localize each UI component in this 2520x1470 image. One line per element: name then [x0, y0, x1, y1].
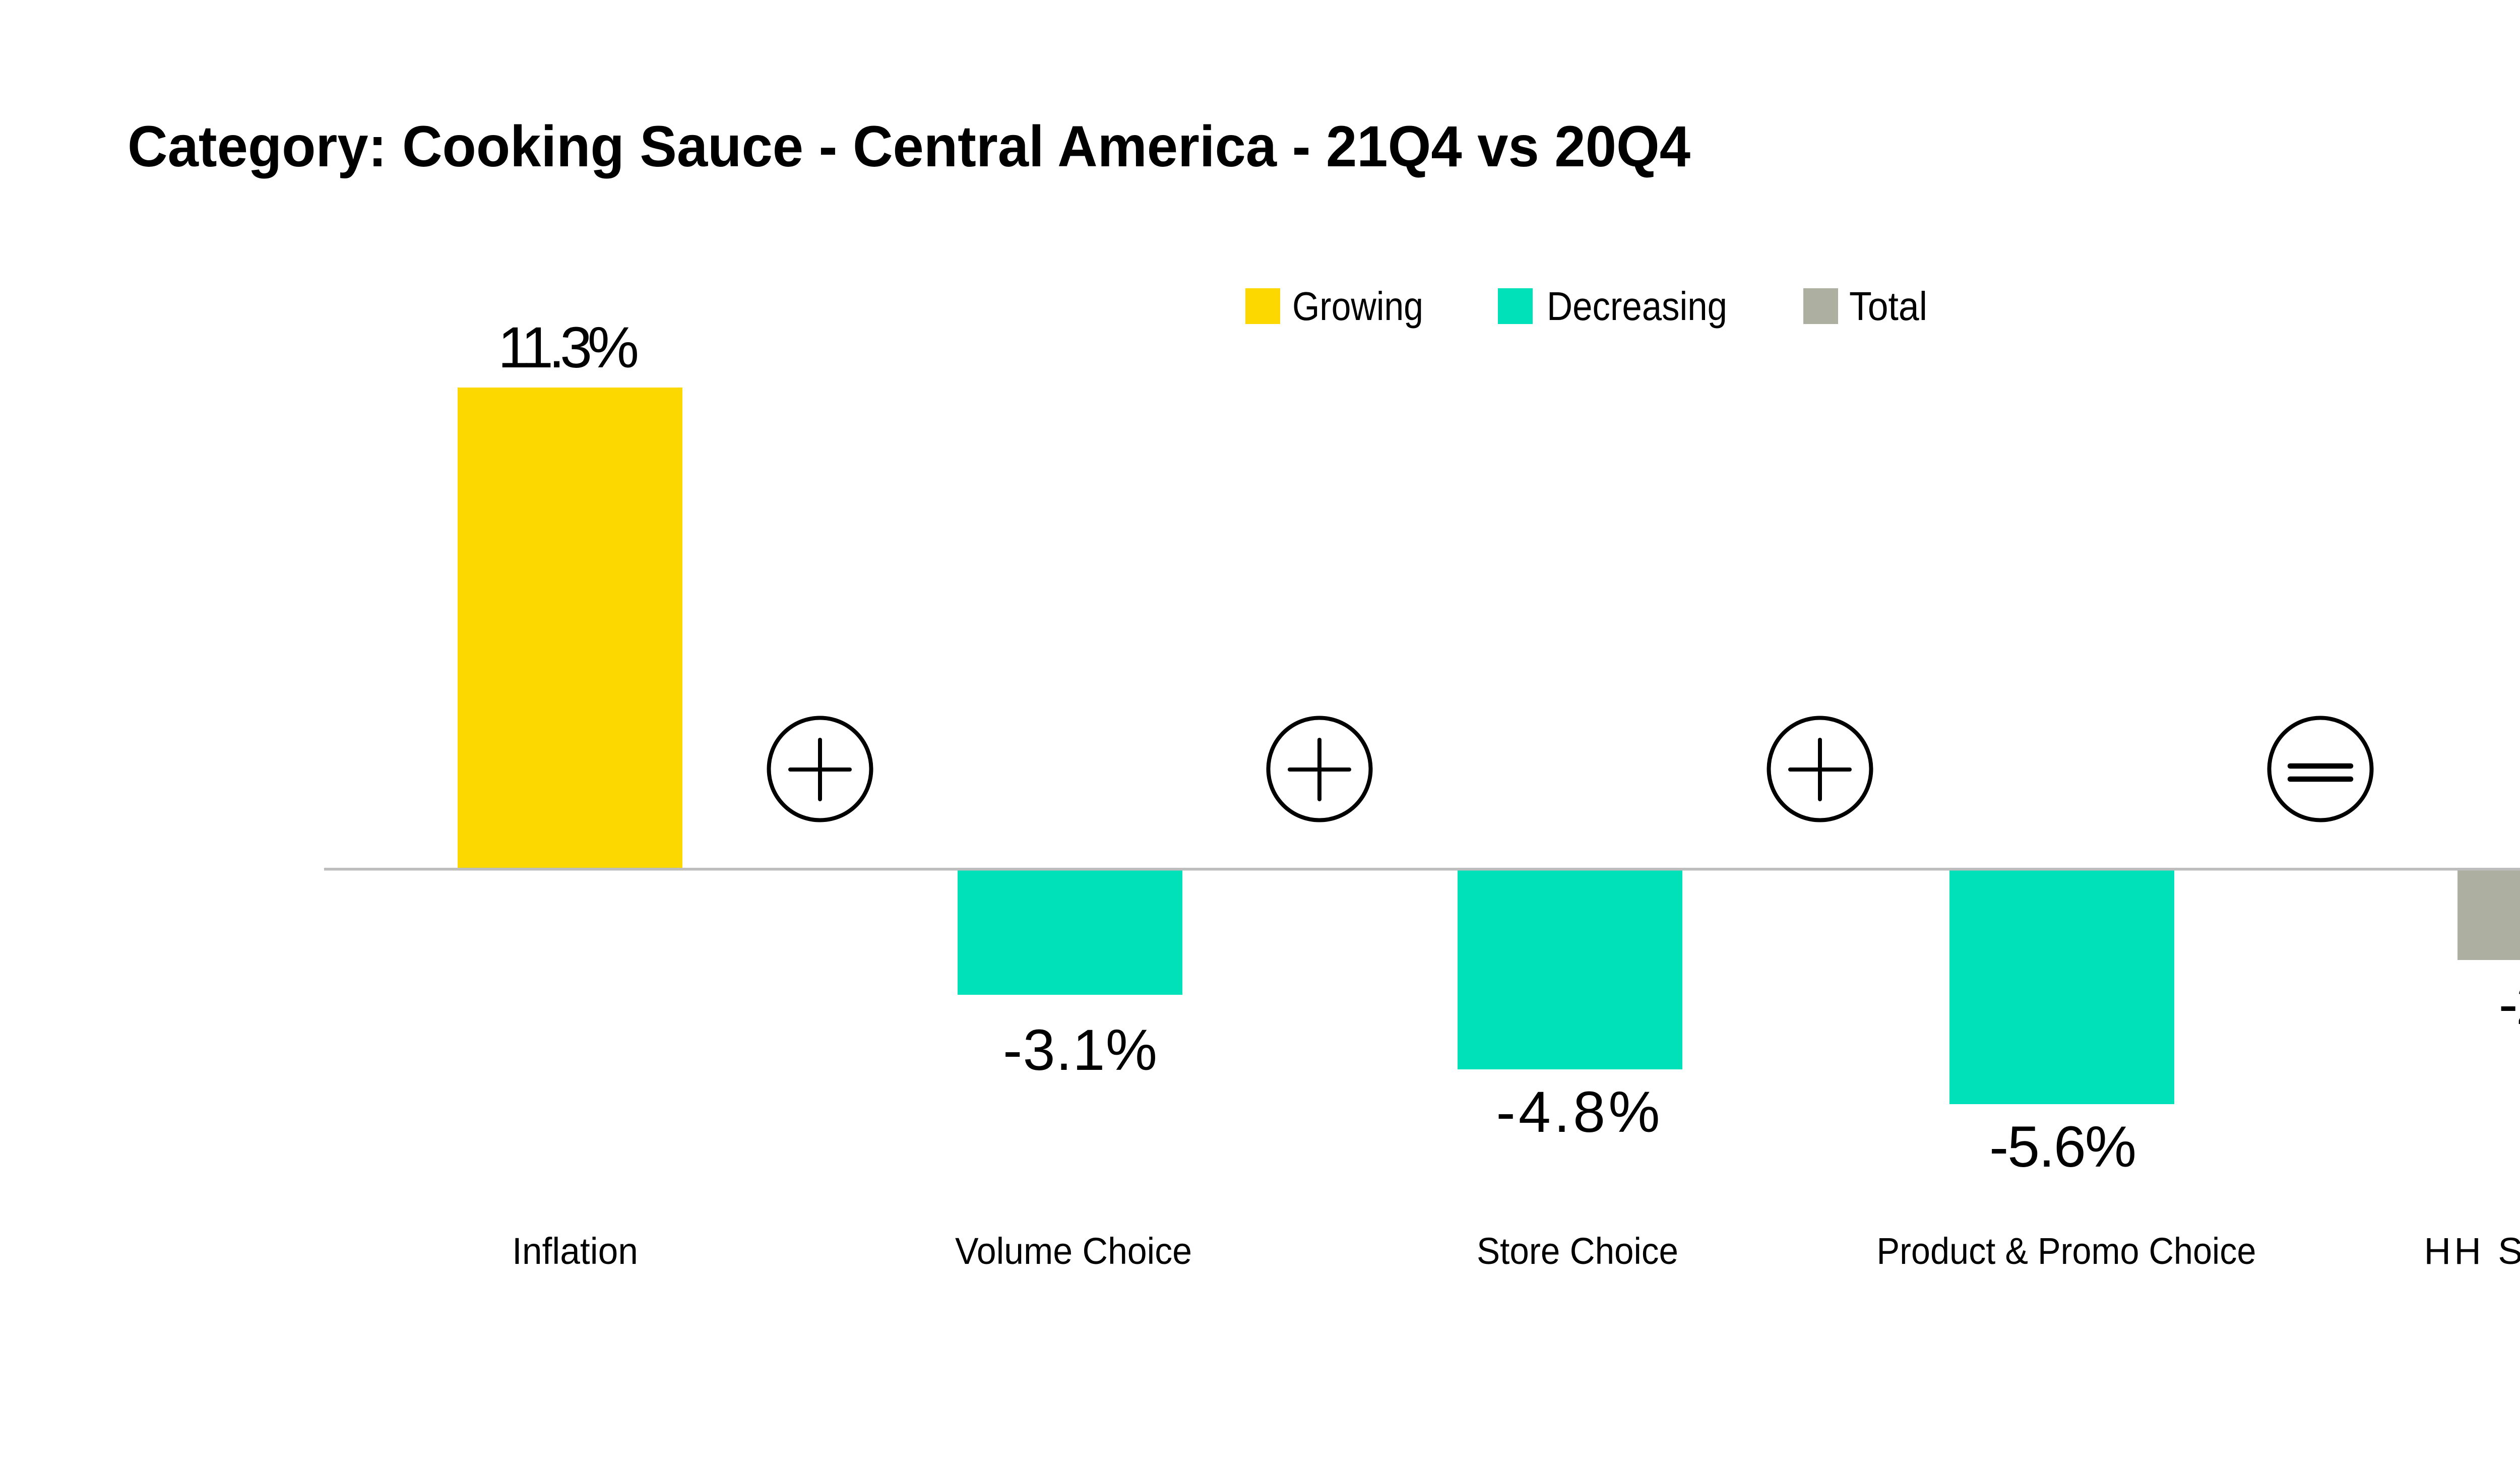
svg-text:HH Spend Change: HH Spend Change — [2424, 1230, 2520, 1272]
svg-text:-4.8%: -4.8% — [1496, 1080, 1660, 1144]
svg-text:Decreasing: Decreasing — [1547, 284, 1727, 329]
svg-text:Inflation: Inflation — [512, 1230, 638, 1272]
svg-text:Store Choice: Store Choice — [1477, 1230, 1678, 1272]
svg-text:Total: Total — [1849, 284, 1927, 329]
svg-text:11.3%: 11.3% — [498, 315, 639, 380]
svg-text:Volume Choice: Volume Choice — [955, 1230, 1192, 1272]
svg-text:-3.1%: -3.1% — [1003, 1018, 1157, 1082]
svg-text:-5.6%: -5.6% — [1989, 1115, 2136, 1179]
svg-text:-2.2%: -2.2% — [2499, 972, 2520, 1037]
svg-text:Growing: Growing — [1292, 284, 1423, 329]
svg-text:Category: Cooking Sauce - Cent: Category: Cooking Sauce - Central Americ… — [128, 114, 1690, 179]
svg-text:Product & Promo Choice: Product & Promo Choice — [1877, 1230, 2256, 1272]
